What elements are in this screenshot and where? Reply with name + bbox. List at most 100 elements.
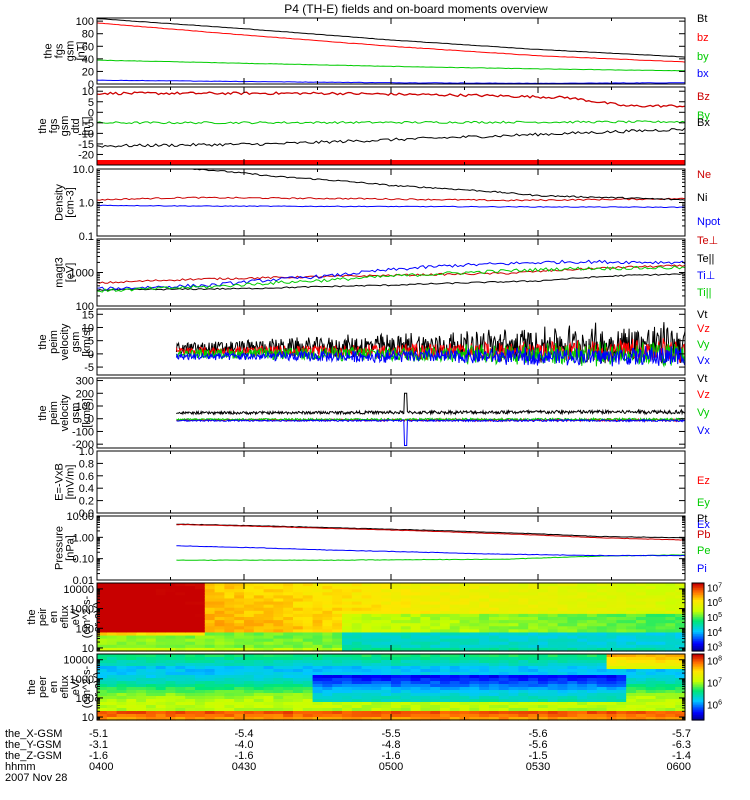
- series-density-2: [96, 204, 686, 209]
- ylabel-fgs-gsm-0: the: [43, 43, 55, 58]
- spectro-cell: [547, 610, 559, 615]
- spectro-cell: [332, 644, 343, 649]
- spectro-cell: [626, 690, 637, 694]
- spectro-cell: [665, 717, 676, 721]
- spectro-cell: [626, 654, 637, 658]
- spectro-cell: [381, 690, 392, 694]
- spectro-cell: [342, 613, 353, 618]
- spectro-cell: [283, 717, 294, 721]
- spectro-cell: [420, 629, 431, 634]
- spectro-cell: [371, 613, 382, 618]
- spectro-cell: [342, 675, 353, 679]
- spectro-cell: [449, 681, 461, 685]
- spectro-cell: [165, 696, 176, 700]
- spectro-cell: [214, 629, 225, 634]
- spectro-cell: [675, 699, 686, 703]
- spectro-cell: [606, 660, 617, 664]
- spectro-cell: [351, 613, 363, 618]
- spectro-cell: [175, 666, 186, 670]
- spectro-cell: [253, 693, 265, 697]
- spectro-cell: [489, 601, 500, 606]
- spectro-cell: [185, 672, 196, 676]
- spectro-cell: [322, 613, 333, 618]
- spectro-cell: [322, 635, 333, 640]
- spectro-cell: [557, 654, 568, 658]
- spectro-cell: [420, 693, 431, 697]
- spectro-cell: [361, 641, 372, 646]
- spectro-cell: [234, 620, 245, 624]
- spectro-cell: [136, 632, 147, 637]
- spectro-cell: [175, 699, 186, 703]
- colorbar-segment: [692, 620, 704, 623]
- spectro-cell: [126, 675, 137, 679]
- spectro-cell: [234, 647, 245, 652]
- spectro-cell: [244, 604, 255, 609]
- spectro-cell: [577, 647, 588, 652]
- spectro-cell: [244, 632, 255, 637]
- spectro-cell: [567, 657, 578, 661]
- spectro-cell: [204, 604, 216, 609]
- spectro-cell: [665, 705, 676, 709]
- spectro-cell: [567, 635, 578, 640]
- spectro-cell: [106, 598, 118, 603]
- spectro-cell: [97, 635, 108, 640]
- spectro-cell: [420, 657, 431, 661]
- ytick-label-velocity-peim-2-2: 100: [76, 401, 94, 413]
- spectro-cell: [675, 610, 686, 615]
- spectro-cell: [116, 687, 127, 691]
- colorbar-segment: [692, 665, 704, 668]
- spectro-cell: [204, 629, 216, 634]
- spectro-cell: [587, 589, 598, 593]
- spectro-cell: [391, 589, 402, 593]
- spectro-cell: [528, 681, 539, 685]
- spectro-cell: [479, 705, 490, 709]
- spectro-cell: [636, 687, 647, 691]
- spectro-cell: [155, 601, 167, 606]
- spectro-cell: [136, 669, 147, 673]
- spectro-cell: [606, 672, 617, 676]
- spectro-cell: [665, 629, 676, 634]
- spectro-cell: [606, 693, 617, 697]
- spectro-cell: [273, 684, 284, 688]
- spectro-cell: [655, 598, 666, 603]
- spectro-cell: [185, 601, 196, 606]
- spectro-cell: [204, 638, 216, 643]
- spectro-cell: [626, 613, 637, 618]
- spectro-cell: [489, 684, 500, 688]
- spectro-cell: [616, 702, 627, 706]
- spectro-cell: [479, 641, 490, 646]
- spectro-cell: [636, 705, 647, 709]
- spectro-cell: [616, 657, 627, 661]
- spectro-cell: [489, 623, 500, 627]
- spectro-cell: [400, 632, 412, 637]
- spectro-cell: [547, 681, 559, 685]
- spectro-cell: [459, 684, 470, 688]
- spectro-cell: [293, 638, 304, 643]
- spectro-cell: [489, 678, 500, 682]
- spectro-cell: [410, 610, 421, 615]
- spectro-cell: [185, 583, 196, 587]
- spectro-cell: [547, 601, 559, 606]
- colorbar-segment: [692, 634, 704, 637]
- spectro-cell: [636, 647, 647, 652]
- spectro-cell: [371, 705, 382, 709]
- spectro-cell: [302, 708, 314, 712]
- spectro-cell: [606, 657, 617, 661]
- spectro-cell: [430, 647, 441, 652]
- colorbar-segment: [692, 603, 704, 606]
- spectro-cell: [577, 613, 588, 618]
- ytick-label-fgs-gsm-detrended-4: -10: [78, 128, 94, 140]
- spectro-cell: [587, 617, 598, 621]
- spectro-cell: [410, 623, 421, 627]
- spectro-cell: [626, 705, 637, 709]
- spectro-cell: [528, 699, 539, 703]
- spectro-cell: [528, 705, 539, 709]
- spectro-cell: [244, 635, 255, 640]
- spectro-cell: [234, 672, 245, 676]
- spectro-cell: [596, 711, 608, 715]
- spectro-cell: [97, 583, 108, 587]
- spectro-cell: [645, 601, 657, 606]
- spectro-cell: [322, 690, 333, 694]
- spectro-cell: [469, 604, 480, 609]
